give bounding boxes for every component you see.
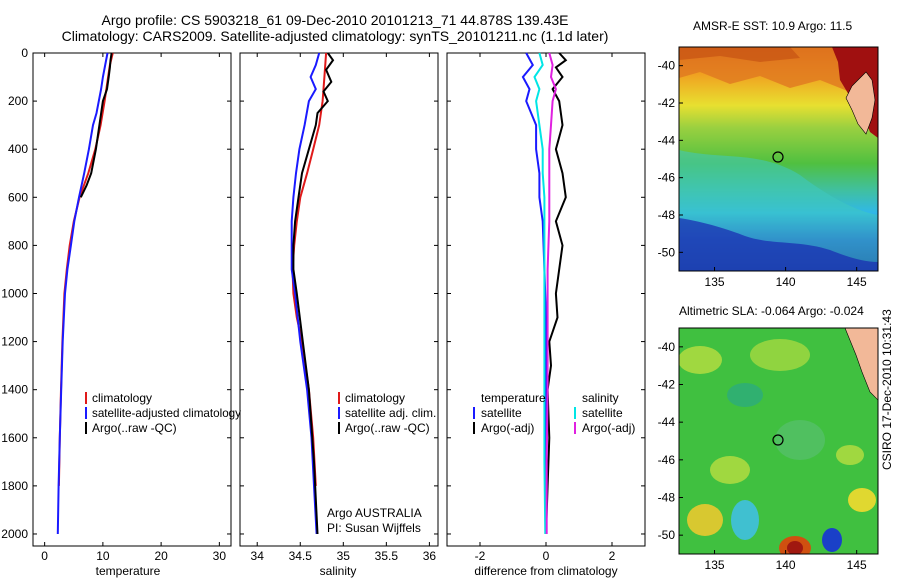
y-tick-label: 1400 bbox=[1, 383, 28, 397]
sla-anomaly bbox=[848, 488, 876, 512]
map-x-tick-label: 145 bbox=[847, 275, 867, 289]
x-tick-label: -2 bbox=[475, 549, 486, 563]
y-tick-label: 1200 bbox=[1, 335, 28, 349]
y-tick-label: 600 bbox=[8, 190, 28, 204]
x-tick-label: 36 bbox=[423, 549, 437, 563]
x-tick-label: 34 bbox=[251, 549, 265, 563]
sst-land bbox=[845, 71, 876, 135]
sst-cold-patch bbox=[679, 218, 878, 271]
diff-legend-label-sal-argo: Argo(-adj) bbox=[582, 421, 635, 435]
series-line-satellite-adj-clim- bbox=[290, 52, 321, 535]
sla-anomaly-core bbox=[787, 541, 803, 554]
sla-anomaly bbox=[731, 500, 759, 540]
sst-map bbox=[678, 46, 879, 272]
map-y-tick-label: -48 bbox=[658, 491, 676, 505]
x-tick-label: 35.5 bbox=[375, 549, 399, 563]
sla-anomaly bbox=[775, 420, 825, 460]
y-tick-label: 2000 bbox=[1, 527, 28, 541]
diff-legend-label-temp-satellite: satellite bbox=[481, 406, 522, 420]
x-tick-label: 20 bbox=[154, 549, 168, 563]
temperature-legend: climatology satellite-adjusted climatolo… bbox=[85, 391, 241, 435]
sla-float-marker bbox=[772, 434, 784, 446]
sla-land bbox=[844, 328, 878, 401]
difference-axis-label: difference from climatology bbox=[474, 564, 617, 578]
sla-map-frame bbox=[678, 327, 879, 555]
map-y-tick-label: -48 bbox=[658, 208, 676, 222]
y-tick-label: 800 bbox=[8, 238, 28, 252]
map-y-tick-label: -44 bbox=[658, 133, 676, 147]
credit-line2: PI: Susan Wijffels bbox=[327, 521, 421, 535]
map-y-tick-label: -50 bbox=[658, 245, 676, 259]
diff-legend-header-temperature: temperature bbox=[481, 391, 546, 405]
salinity-legend: climatology satellite adj. clim. Argo(..… bbox=[338, 391, 436, 435]
sla-anomaly bbox=[750, 339, 810, 371]
map-y-tick-label: -46 bbox=[658, 453, 676, 467]
x-tick-label: 35 bbox=[337, 549, 351, 563]
diff-legend-label-sal-satellite: satellite bbox=[582, 406, 623, 420]
sla-anomaly bbox=[727, 383, 763, 407]
temperature-axis-label: temperature bbox=[96, 564, 161, 578]
sla-anomaly bbox=[822, 528, 842, 552]
map-x-tick-label: 145 bbox=[847, 558, 867, 572]
map-x-tick-label: 135 bbox=[705, 558, 725, 572]
y-tick-label: 1800 bbox=[1, 479, 28, 493]
y-tick-label: 400 bbox=[8, 142, 28, 156]
x-tick-label: 0 bbox=[543, 549, 550, 563]
y-tick-label: 1000 bbox=[1, 286, 28, 300]
map-y-tick-label: -42 bbox=[658, 378, 676, 392]
x-tick-label: 30 bbox=[213, 549, 227, 563]
series-line-argo-adj- bbox=[545, 52, 568, 535]
sal-legend-label-climatology: climatology bbox=[345, 391, 405, 405]
map-y-tick-label: -40 bbox=[658, 59, 676, 73]
series-line-satellite bbox=[533, 52, 547, 535]
series-line-argo-adj- bbox=[545, 52, 557, 534]
diff-legend-header-salinity: salinity bbox=[582, 391, 619, 405]
sst-warm-patch bbox=[679, 47, 878, 92]
map-x-tick-label: 140 bbox=[776, 275, 796, 289]
salinity-axis-label: salinity bbox=[320, 564, 357, 578]
legend-label-satellite: satellite-adjusted climatology bbox=[92, 406, 241, 420]
sst-map-title: AMSR-E SST: 10.9 Argo: 11.5 bbox=[693, 19, 853, 33]
map-y-tick-label: -42 bbox=[658, 96, 676, 110]
x-tick-label: 0 bbox=[41, 549, 48, 563]
series-line-argo-raw-qc- bbox=[79, 52, 113, 198]
x-tick-label: 34.5 bbox=[289, 549, 313, 563]
legend-label-climatology: climatology bbox=[92, 391, 152, 405]
figure-title-line1: Argo profile: CS 5903218_61 09-Dec-2010 … bbox=[101, 12, 569, 28]
y-tick-label: 1600 bbox=[1, 431, 28, 445]
sst-warm-core bbox=[679, 47, 800, 62]
sst-float-marker bbox=[772, 151, 784, 163]
map-y-tick-label: -50 bbox=[658, 528, 676, 542]
sla-anomaly bbox=[710, 456, 750, 484]
sst-map-frame bbox=[678, 46, 879, 272]
sla-map bbox=[678, 327, 879, 555]
sal-legend-label-satellite: satellite adj. clim. bbox=[345, 406, 436, 420]
map-y-tick-label: -46 bbox=[658, 171, 676, 185]
sal-legend-label-argo: Argo(..raw -QC) bbox=[345, 421, 430, 435]
figure-title-line2: Climatology: CARS2009. Satellite-adjuste… bbox=[61, 28, 609, 44]
legend-label-argo: Argo(..raw -QC) bbox=[92, 421, 177, 435]
x-tick-label: 10 bbox=[96, 549, 110, 563]
salinity-panel-frame bbox=[239, 52, 439, 547]
x-tick-label: 2 bbox=[609, 549, 616, 563]
y-tick-label: 0 bbox=[21, 46, 28, 60]
sla-anomaly bbox=[836, 445, 864, 465]
difference-legend: temperature salinity satellite Argo(-adj… bbox=[473, 391, 635, 435]
series-line-argo-raw-qc- bbox=[292, 52, 335, 535]
credit-line1: Argo AUSTRALIA bbox=[327, 506, 422, 520]
sla-anomaly bbox=[679, 346, 722, 374]
series-line-satellite-adjusted-climatology bbox=[56, 52, 109, 535]
y-tick-label: 200 bbox=[8, 94, 28, 108]
map-x-tick-label: 135 bbox=[705, 275, 725, 289]
map-x-tick-label: 140 bbox=[776, 558, 796, 572]
sla-map-title: Altimetric SLA: -0.064 Argo: -0.024 bbox=[679, 304, 864, 318]
temperature-panel-frame bbox=[32, 52, 232, 547]
map-y-tick-label: -40 bbox=[658, 340, 676, 354]
sla-anomaly bbox=[687, 504, 723, 536]
series-line-satellite bbox=[521, 52, 547, 534]
diff-legend-label-temp-argo: Argo(-adj) bbox=[481, 421, 534, 435]
map-y-tick-label: -44 bbox=[658, 415, 676, 429]
